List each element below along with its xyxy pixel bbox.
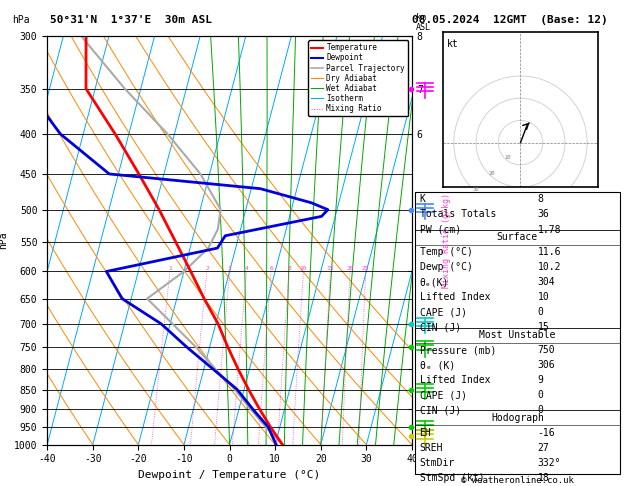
Text: 0: 0: [538, 390, 543, 400]
Text: Pressure (mb): Pressure (mb): [420, 345, 496, 355]
Text: 6: 6: [269, 266, 273, 272]
Text: -16: -16: [538, 428, 555, 438]
Text: Lifted Index: Lifted Index: [420, 375, 490, 385]
Text: 304: 304: [538, 278, 555, 287]
Text: 10: 10: [504, 155, 511, 160]
Text: PW (cm): PW (cm): [420, 225, 460, 235]
Text: Totals Totals: Totals Totals: [420, 209, 496, 220]
Text: 11.6: 11.6: [538, 247, 561, 257]
X-axis label: Dewpoint / Temperature (°C): Dewpoint / Temperature (°C): [138, 470, 321, 480]
Text: K: K: [420, 194, 425, 205]
Text: 30: 30: [472, 187, 479, 191]
Text: 20: 20: [347, 266, 354, 272]
Text: θₑ (K): θₑ (K): [420, 360, 455, 370]
Text: 0: 0: [538, 405, 543, 416]
Text: EH: EH: [420, 428, 431, 438]
Text: CIN (J): CIN (J): [420, 405, 460, 416]
Text: 4: 4: [245, 266, 248, 272]
Legend: Temperature, Dewpoint, Parcel Trajectory, Dry Adiabat, Wet Adiabat, Isotherm, Mi: Temperature, Dewpoint, Parcel Trajectory…: [308, 40, 408, 116]
Text: 18: 18: [538, 473, 550, 483]
Text: SREH: SREH: [420, 443, 443, 453]
Text: Temp (°C): Temp (°C): [420, 247, 472, 257]
Text: 08.05.2024  12GMT  (Base: 12): 08.05.2024 12GMT (Base: 12): [412, 15, 608, 25]
Text: StmDir: StmDir: [420, 458, 455, 468]
Text: CAPE (J): CAPE (J): [420, 390, 467, 400]
Text: 750: 750: [538, 345, 555, 355]
Text: StmSpd (kt): StmSpd (kt): [420, 473, 484, 483]
Text: 306: 306: [538, 360, 555, 370]
Text: 10: 10: [300, 266, 307, 272]
Text: LCL: LCL: [416, 440, 431, 449]
Text: 20: 20: [489, 171, 495, 175]
Text: 15: 15: [326, 266, 334, 272]
Text: Hodograph: Hodograph: [491, 413, 544, 423]
Text: CIN (J): CIN (J): [420, 323, 460, 332]
Text: 9: 9: [538, 375, 543, 385]
Text: km
ASL: km ASL: [416, 13, 431, 33]
Text: 25: 25: [362, 266, 369, 272]
Text: CAPE (J): CAPE (J): [420, 308, 467, 317]
Text: kt: kt: [447, 39, 459, 49]
Text: Dewp (°C): Dewp (°C): [420, 262, 472, 272]
Text: 10: 10: [538, 293, 550, 302]
Text: Mixing Ratio (g/kg): Mixing Ratio (g/kg): [442, 193, 451, 288]
Text: 1: 1: [168, 266, 172, 272]
Text: hPa: hPa: [13, 15, 30, 25]
Text: 27: 27: [538, 443, 550, 453]
Text: 1.78: 1.78: [538, 225, 561, 235]
Text: 3: 3: [228, 266, 231, 272]
Text: θₑ(K): θₑ(K): [420, 278, 449, 287]
Text: 36: 36: [538, 209, 550, 220]
Text: Most Unstable: Most Unstable: [479, 330, 555, 340]
Text: Surface: Surface: [497, 232, 538, 242]
Text: 332°: 332°: [538, 458, 561, 468]
Text: 2: 2: [205, 266, 209, 272]
Text: 8: 8: [538, 194, 543, 205]
Y-axis label: hPa: hPa: [0, 232, 8, 249]
Text: 50°31'N  1°37'E  30m ASL: 50°31'N 1°37'E 30m ASL: [50, 15, 213, 25]
Text: Lifted Index: Lifted Index: [420, 293, 490, 302]
Text: 8: 8: [287, 266, 291, 272]
Text: 10.2: 10.2: [538, 262, 561, 272]
Text: 15: 15: [538, 323, 550, 332]
Text: 0: 0: [538, 308, 543, 317]
Text: © weatheronline.co.uk: © weatheronline.co.uk: [461, 476, 574, 486]
